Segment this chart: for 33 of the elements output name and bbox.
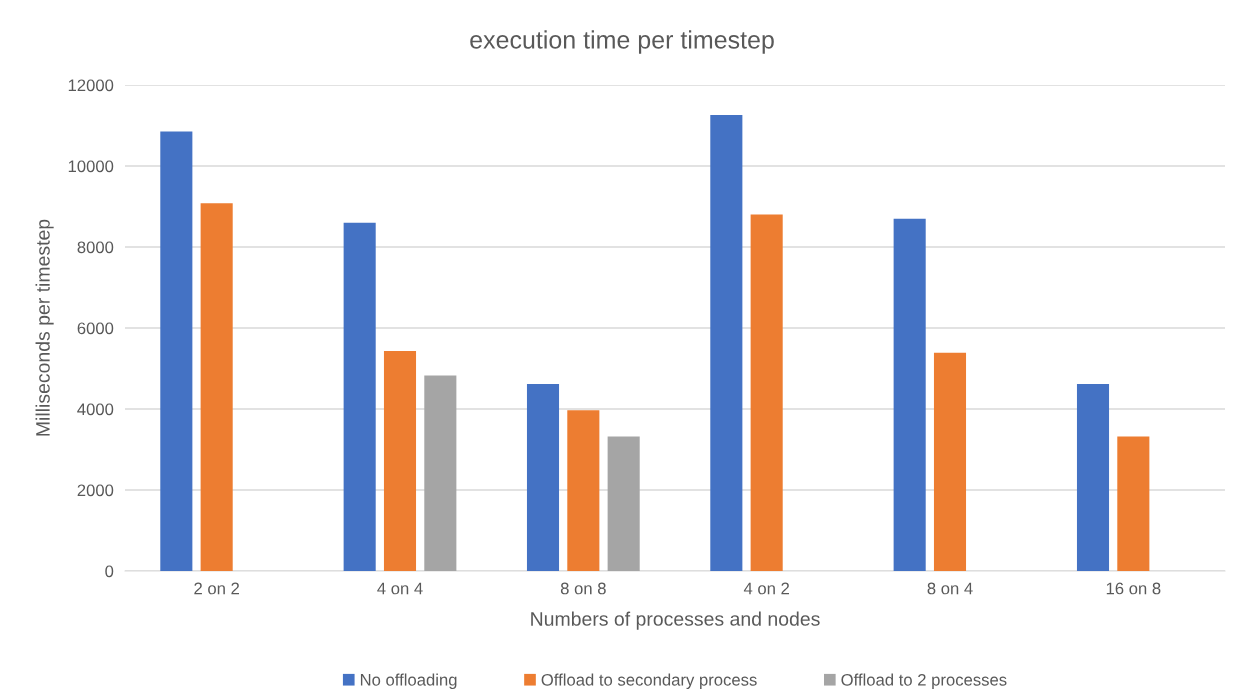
bar: [200, 203, 233, 571]
bar: [383, 351, 417, 571]
x-tick-label: 8 on 4: [927, 582, 973, 595]
bar: [1076, 383, 1110, 571]
y-tick-label: 0: [105, 565, 114, 578]
x-tick-label: 8 on 8: [560, 582, 606, 595]
y-tick-label: 2000: [77, 484, 114, 497]
y-tick-label: 6000: [77, 322, 114, 335]
bar: [343, 222, 376, 571]
bar: [424, 375, 457, 571]
bar: [893, 218, 926, 571]
bar: [607, 436, 640, 571]
y-tick-label: 12000: [68, 79, 114, 92]
y-tick-label: 4000: [77, 403, 114, 416]
bar: [1117, 436, 1150, 571]
x-tick-label: 4 on 2: [743, 582, 789, 595]
y-axis-title: Milliseconds per timestep: [35, 219, 54, 436]
y-tick-label: 10000: [68, 160, 114, 173]
legend-label: Offload to secondary process: [541, 673, 757, 690]
y-tick-label: 8000: [77, 241, 114, 254]
chart-title: execution time per timestep: [470, 30, 774, 54]
legend-label: No offloading: [360, 673, 457, 690]
x-tick-label: 2 on 2: [194, 582, 239, 595]
bar: [750, 214, 783, 571]
x-axis-title: Numbers of processes and nodes: [531, 611, 820, 630]
x-tick-label: 4 on 4: [377, 582, 423, 595]
bar: [160, 131, 193, 571]
bar: [567, 410, 600, 571]
bar: [710, 114, 743, 571]
x-tick-label: 16 on 8: [1106, 582, 1161, 595]
bar: [526, 383, 560, 571]
legend-label: Offload to 2 processes: [841, 673, 1007, 690]
bar: [933, 352, 967, 571]
